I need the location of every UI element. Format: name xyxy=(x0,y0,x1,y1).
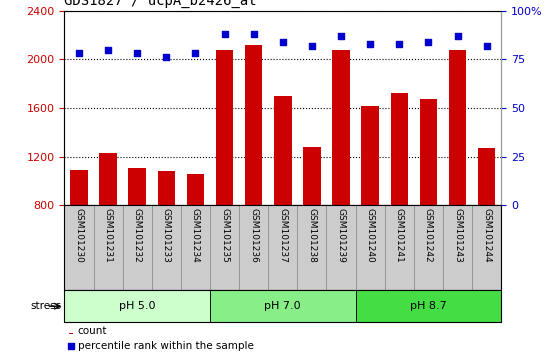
Bar xyxy=(157,171,175,303)
Text: GSM101233: GSM101233 xyxy=(162,208,171,263)
Text: GSM101232: GSM101232 xyxy=(133,208,142,263)
Bar xyxy=(186,174,204,303)
Text: GSM101237: GSM101237 xyxy=(278,208,287,263)
Bar xyxy=(274,96,292,303)
Point xyxy=(191,51,200,56)
Bar xyxy=(239,205,268,290)
Bar xyxy=(390,93,408,303)
Text: GSM101241: GSM101241 xyxy=(395,208,404,263)
Bar xyxy=(64,205,94,290)
Bar xyxy=(449,50,466,303)
Bar xyxy=(210,205,239,290)
Point xyxy=(482,43,491,48)
Bar xyxy=(332,50,350,303)
Point xyxy=(337,33,346,39)
Bar xyxy=(210,290,356,322)
Text: GSM101239: GSM101239 xyxy=(337,208,346,263)
Bar xyxy=(99,153,117,303)
Bar xyxy=(128,168,146,303)
Text: pH 5.0: pH 5.0 xyxy=(119,301,156,311)
Text: GSM101234: GSM101234 xyxy=(191,208,200,263)
Bar xyxy=(70,170,88,303)
Bar xyxy=(297,205,326,290)
Bar xyxy=(64,290,210,322)
Point xyxy=(162,55,171,60)
Text: stress: stress xyxy=(30,301,62,311)
Text: GSM101231: GSM101231 xyxy=(104,208,113,263)
Text: GSM101236: GSM101236 xyxy=(249,208,258,263)
Bar xyxy=(181,205,210,290)
Point xyxy=(133,51,142,56)
Bar xyxy=(414,205,443,290)
Bar xyxy=(385,205,414,290)
Text: GSM101242: GSM101242 xyxy=(424,208,433,263)
Bar xyxy=(94,205,123,290)
Bar xyxy=(419,99,437,303)
Point xyxy=(366,41,375,46)
Text: GSM101230: GSM101230 xyxy=(74,208,83,263)
Bar xyxy=(478,148,496,303)
Point xyxy=(104,47,113,52)
Point xyxy=(307,43,316,48)
Point xyxy=(220,31,229,37)
Point xyxy=(278,39,287,45)
Point xyxy=(67,343,76,349)
Text: pH 7.0: pH 7.0 xyxy=(264,301,301,311)
Text: GSM101240: GSM101240 xyxy=(366,208,375,263)
Bar xyxy=(152,205,181,290)
Text: GSM101235: GSM101235 xyxy=(220,208,229,263)
Bar xyxy=(326,205,356,290)
Point xyxy=(74,51,83,56)
Bar xyxy=(303,147,321,303)
Point xyxy=(249,31,258,37)
Text: percentile rank within the sample: percentile rank within the sample xyxy=(77,341,254,351)
Bar xyxy=(268,205,297,290)
Bar xyxy=(216,50,234,303)
Point xyxy=(424,39,433,45)
Text: count: count xyxy=(77,326,107,336)
Bar xyxy=(123,205,152,290)
Text: GSM101243: GSM101243 xyxy=(453,208,462,263)
Bar xyxy=(356,290,501,322)
Text: GSM101244: GSM101244 xyxy=(482,208,491,263)
Bar xyxy=(69,332,73,334)
Bar xyxy=(356,205,385,290)
Text: GDS1827 / ucpA_b2426_at: GDS1827 / ucpA_b2426_at xyxy=(64,0,257,8)
Text: pH 8.7: pH 8.7 xyxy=(410,301,447,311)
Bar xyxy=(245,45,263,303)
Bar xyxy=(472,205,501,290)
Point xyxy=(395,41,404,46)
Bar xyxy=(443,205,472,290)
Text: GSM101238: GSM101238 xyxy=(307,208,316,263)
Point xyxy=(453,33,462,39)
Bar xyxy=(361,105,379,303)
